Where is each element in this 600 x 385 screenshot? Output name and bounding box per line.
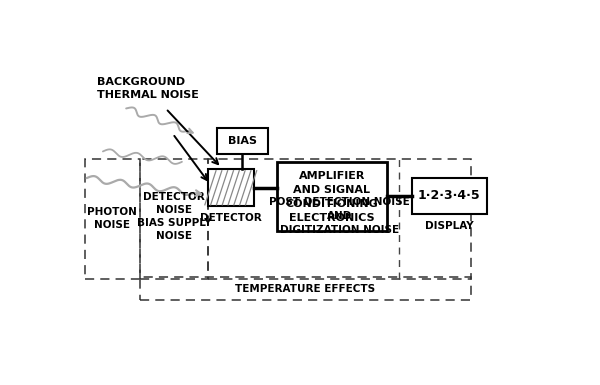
- Text: DISPLAY: DISPLAY: [425, 221, 473, 231]
- Text: 1·2·3·4·5: 1·2·3·4·5: [418, 189, 481, 203]
- Text: BIAS: BIAS: [228, 136, 257, 146]
- Text: DETECTOR
NOISE
BIAS SUPPLY
NOISE: DETECTOR NOISE BIAS SUPPLY NOISE: [137, 192, 211, 241]
- FancyBboxPatch shape: [217, 128, 268, 154]
- FancyBboxPatch shape: [208, 169, 254, 206]
- FancyBboxPatch shape: [412, 178, 487, 214]
- Text: AMPLIFIER
AND SIGNAL
CONDITIONING
ELECTRONICS: AMPLIFIER AND SIGNAL CONDITIONING ELECTR…: [286, 171, 378, 223]
- Text: PHOTON
NOISE: PHOTON NOISE: [88, 207, 137, 231]
- Text: TEMPERATURE EFFECTS: TEMPERATURE EFFECTS: [235, 284, 376, 294]
- Text: DETECTOR: DETECTOR: [200, 213, 262, 223]
- Text: POST DETECTION NOISE
AND
DIGITIZATION NOISE: POST DETECTION NOISE AND DIGITIZATION NO…: [269, 197, 410, 235]
- Text: BACKGROUND
THERMAL NOISE: BACKGROUND THERMAL NOISE: [97, 77, 199, 100]
- FancyBboxPatch shape: [277, 162, 386, 231]
